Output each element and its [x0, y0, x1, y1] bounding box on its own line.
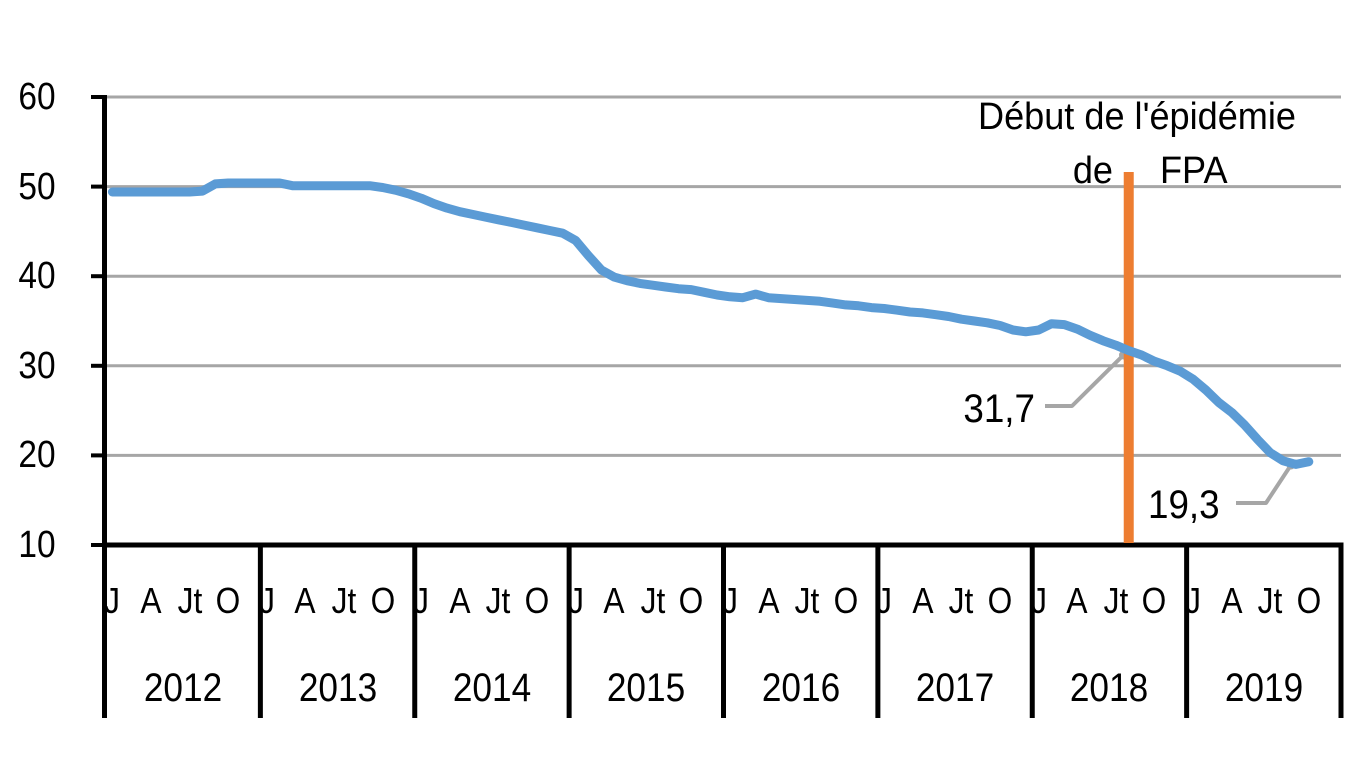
year-label: 2013 — [298, 666, 377, 710]
year-label: 2015 — [607, 666, 686, 710]
leader-line-31-7 — [1045, 353, 1125, 408]
leader-line-19-3 — [1236, 463, 1293, 505]
month-tick-label: A — [294, 580, 316, 621]
month-tick-label: Jt — [949, 580, 974, 621]
month-tick-label: J — [413, 580, 430, 621]
y-tick-label: 40 — [18, 255, 56, 298]
year-label: 2016 — [761, 666, 840, 710]
month-tick-label: A — [449, 580, 471, 621]
month-tick-label: Jt — [486, 580, 511, 621]
month-tick-label: A — [603, 580, 625, 621]
year-label: 2017 — [915, 666, 995, 710]
month-tick-label: J — [567, 580, 584, 621]
y-tick-label: 10 — [18, 524, 56, 566]
month-tick-label: O — [833, 580, 859, 621]
series-line — [107, 178, 1314, 469]
month-tick-label: O — [215, 580, 241, 621]
value-label-latest: 19,3 — [1148, 483, 1220, 527]
month-tick-label: Jt — [794, 580, 820, 621]
year-label: 2018 — [1070, 666, 1149, 710]
month-tick-label: Jt — [331, 580, 357, 621]
month-tick-label: O — [1296, 580, 1322, 621]
year-label: 2019 — [1224, 666, 1303, 710]
month-tick-label: A — [140, 580, 162, 621]
month-tick-label: O — [524, 580, 550, 621]
y-tick-label: 60 — [18, 76, 56, 118]
month-tick-label: A — [912, 580, 934, 621]
month-tick-label: Jt — [1257, 580, 1283, 621]
y-tick-label: 20 — [18, 434, 56, 477]
month-tick-label: A — [757, 580, 780, 621]
month-tick-label: Jt — [177, 580, 202, 621]
month-tick-label: J — [876, 580, 893, 621]
month-tick-label: A — [1221, 580, 1243, 621]
epidemic-annotation-line2-right: FPA — [1160, 150, 1228, 192]
month-tick-label: J — [104, 580, 121, 621]
value-label-pre-epidemic: 31,7 — [963, 387, 1035, 431]
month-tick-label: A — [1066, 580, 1088, 621]
month-tick-label: J — [722, 580, 738, 621]
month-tick-label: Jt — [640, 580, 666, 621]
month-tick-label: O — [1142, 580, 1167, 621]
year-label: 2012 — [144, 666, 223, 710]
epidemic-annotation-line2-left: de — [1072, 150, 1113, 192]
y-tick-label: 50 — [18, 165, 56, 208]
month-tick-label: O — [987, 580, 1013, 621]
month-tick-label: O — [370, 580, 395, 621]
month-tick-label: J — [1030, 580, 1047, 621]
epidemic-annotation-line1: Début de l'épidémie — [978, 96, 1296, 138]
month-tick-label: O — [679, 580, 704, 621]
month-tick-label: Jt — [1103, 580, 1129, 621]
month-tick-label: J — [1185, 580, 1201, 621]
y-tick-label: 30 — [18, 344, 56, 387]
month-tick-label: J — [258, 580, 275, 621]
year-label: 2014 — [452, 666, 532, 710]
